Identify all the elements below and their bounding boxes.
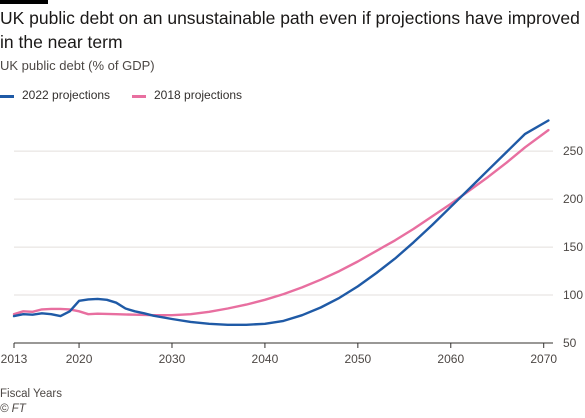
- series-line-2018: [12, 128, 550, 317]
- x-axis-title: Fiscal Years: [0, 388, 63, 400]
- legend-swatch-2018: [132, 95, 146, 98]
- legend-label-2018: 2018 projections: [154, 88, 243, 102]
- x-tick-label: 2030: [159, 352, 186, 366]
- chart-subtitle: UK public debt (% of GDP): [0, 58, 155, 73]
- y-tick-label: 250: [563, 144, 583, 158]
- x-tick-label: 2020: [66, 352, 93, 366]
- x-tick-label: 2070: [530, 352, 557, 366]
- y-tick-label: 100: [563, 288, 583, 302]
- x-tick-label: 2050: [344, 352, 371, 366]
- y-tick-label: 150: [563, 240, 583, 254]
- chart-title: UK public debt on an unsustainable path …: [0, 8, 580, 52]
- x-tick-label: 2060: [437, 352, 464, 366]
- y-tick-label: 200: [563, 192, 583, 206]
- legend-swatch-2022: [0, 95, 14, 98]
- source-credit: © FT: [0, 403, 26, 415]
- legend-label-2022: 2022 projections: [22, 88, 111, 102]
- series-line-2022: [12, 119, 550, 326]
- y-tick-label: 50: [563, 336, 577, 350]
- x-tick-label: 2013: [1, 352, 28, 366]
- ft-brand-bar: [0, 0, 48, 4]
- x-tick-label: 2040: [252, 352, 279, 366]
